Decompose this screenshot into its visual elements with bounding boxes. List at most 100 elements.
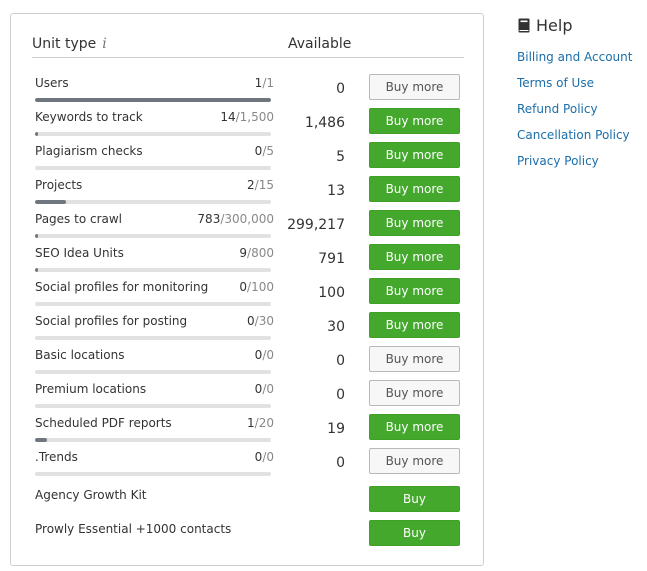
unit-available: 19 bbox=[327, 421, 345, 437]
unit-usage: 0/0 bbox=[255, 348, 274, 362]
unit-usage: 783/300,000 bbox=[197, 212, 274, 226]
unit-row: Users 1/1 0 Buy more bbox=[35, 74, 463, 110]
usage-progress-bar bbox=[35, 404, 271, 408]
unit-available: 100 bbox=[318, 285, 345, 301]
unit-usage: 0/0 bbox=[255, 450, 274, 464]
unit-row: .Trends 0/0 0 Buy more bbox=[35, 448, 463, 484]
unit-total: 300,000 bbox=[224, 212, 274, 226]
addon-name: Agency Growth Kit bbox=[35, 488, 147, 502]
usage-progress-fill bbox=[35, 438, 47, 442]
help-link[interactable]: Cancellation Policy bbox=[517, 128, 630, 142]
unit-separator: / bbox=[262, 76, 267, 90]
unit-usage: 1/20 bbox=[247, 416, 274, 430]
unit-used: 0 bbox=[254, 348, 263, 362]
usage-progress-bar bbox=[35, 472, 271, 476]
usage-progress-bar bbox=[35, 370, 271, 374]
help-link[interactable]: Privacy Policy bbox=[517, 154, 599, 168]
unit-separator: / bbox=[262, 450, 267, 464]
unit-available: 0 bbox=[336, 81, 345, 97]
unit-row: Premium locations 0/0 0 Buy more bbox=[35, 380, 463, 416]
buy-more-button[interactable]: Buy more bbox=[369, 74, 460, 100]
available-header: Available bbox=[288, 36, 352, 52]
buy-more-button[interactable]: Buy more bbox=[369, 210, 460, 236]
unit-total: 5 bbox=[266, 144, 274, 158]
unit-separator: / bbox=[247, 246, 252, 260]
unit-separator: / bbox=[262, 348, 267, 362]
unit-name: Social profiles for monitoring bbox=[35, 280, 209, 294]
unit-used: 0 bbox=[254, 450, 263, 464]
buy-more-button[interactable]: Buy more bbox=[369, 176, 460, 202]
buy-more-button[interactable]: Buy more bbox=[369, 380, 460, 406]
usage-progress-bar bbox=[35, 438, 271, 442]
usage-progress-fill bbox=[35, 200, 67, 204]
unit-name: Scheduled PDF reports bbox=[35, 416, 172, 430]
buy-more-button[interactable]: Buy more bbox=[369, 278, 460, 304]
unit-row: Plagiarism checks 0/5 5 Buy more bbox=[35, 142, 463, 178]
addon-row: Agency Growth Kit Buy bbox=[35, 486, 463, 522]
unit-total: 1 bbox=[266, 76, 274, 90]
unit-usage: 1/1 bbox=[255, 76, 274, 90]
unit-available: 791 bbox=[318, 251, 345, 267]
unit-row: Keywords to track 14/1,500 1,486 Buy more bbox=[35, 108, 463, 144]
unit-name: Users bbox=[35, 76, 69, 90]
usage-progress-bar bbox=[35, 234, 271, 238]
unit-name: Premium locations bbox=[35, 382, 147, 396]
unit-used: 9 bbox=[239, 246, 248, 260]
unit-usage-panel: Unit type i Available Users 1/1 0 Buy more Ke… bbox=[10, 13, 484, 566]
unit-separator: / bbox=[262, 144, 267, 158]
unit-available: 0 bbox=[336, 387, 345, 403]
usage-progress-bar bbox=[35, 98, 271, 102]
unit-name: Basic locations bbox=[35, 348, 125, 362]
unit-available: 30 bbox=[327, 319, 345, 335]
buy-more-button[interactable]: Buy more bbox=[369, 346, 460, 372]
unit-row: Basic locations 0/0 0 Buy more bbox=[35, 346, 463, 382]
unit-total: 1,500 bbox=[239, 110, 274, 124]
unit-total: 0 bbox=[266, 382, 274, 396]
unit-usage: 0/100 bbox=[239, 280, 274, 294]
buy-more-button[interactable]: Buy more bbox=[369, 108, 460, 134]
help-link[interactable]: Terms of Use bbox=[517, 76, 594, 90]
unit-used: 0 bbox=[247, 314, 255, 328]
help-link[interactable]: Refund Policy bbox=[517, 102, 598, 116]
header-divider bbox=[32, 57, 464, 58]
unit-name: Keywords to track bbox=[35, 110, 143, 124]
unit-available: 5 bbox=[336, 149, 345, 165]
usage-progress-bar bbox=[35, 200, 271, 204]
unit-name: .Trends bbox=[35, 450, 78, 464]
help-title-label: Help bbox=[536, 16, 573, 35]
buy-more-button[interactable]: Buy more bbox=[369, 448, 460, 474]
help-link[interactable]: Billing and Account bbox=[517, 50, 633, 64]
usage-progress-bar bbox=[35, 132, 271, 136]
unit-row: Social profiles for monitoring 0/100 100 Bu… bbox=[35, 278, 463, 314]
unit-type-header: Unit type i bbox=[32, 36, 107, 52]
buy-button[interactable]: Buy bbox=[369, 486, 460, 512]
unit-separator: / bbox=[254, 314, 259, 328]
buy-more-button[interactable]: Buy more bbox=[369, 312, 460, 338]
unit-used: 783 bbox=[197, 212, 221, 226]
unit-row: Scheduled PDF reports 1/20 19 Buy more bbox=[35, 414, 463, 450]
unit-total: 100 bbox=[251, 280, 274, 294]
usage-progress-bar bbox=[35, 268, 271, 272]
unit-separator: / bbox=[220, 212, 225, 226]
buy-button[interactable]: Buy bbox=[369, 520, 460, 546]
addon-name: Prowly Essential +1000 contacts bbox=[35, 522, 232, 536]
book-icon bbox=[518, 18, 530, 33]
buy-more-button[interactable]: Buy more bbox=[369, 142, 460, 168]
unit-total: 0 bbox=[266, 450, 274, 464]
buy-more-button[interactable]: Buy more bbox=[369, 414, 460, 440]
unit-usage: 2/15 bbox=[247, 178, 274, 192]
unit-name: Pages to crawl bbox=[35, 212, 123, 226]
unit-total: 20 bbox=[258, 416, 274, 430]
unit-name: SEO Idea Units bbox=[35, 246, 124, 260]
unit-available: 299,217 bbox=[287, 217, 345, 233]
unit-used: 14 bbox=[220, 110, 236, 124]
info-icon[interactable]: i bbox=[102, 36, 107, 52]
unit-used: 1 bbox=[247, 416, 255, 430]
unit-usage: 9/800 bbox=[239, 246, 274, 260]
unit-used: 0 bbox=[239, 280, 248, 294]
unit-name: Projects bbox=[35, 178, 83, 192]
usage-progress-bar bbox=[35, 302, 271, 306]
buy-more-button[interactable]: Buy more bbox=[369, 244, 460, 270]
usage-progress-bar bbox=[35, 336, 271, 340]
unit-total: 30 bbox=[258, 314, 274, 328]
